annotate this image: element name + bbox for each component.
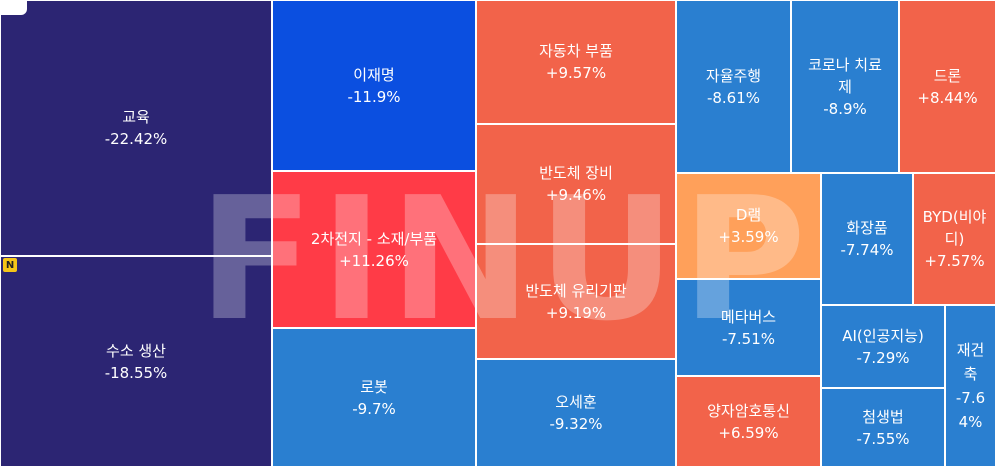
treemap-tile[interactable]: 수소 생산 -18.55%: [0, 256, 272, 467]
treemap-tile[interactable]: 코로나 치료제 -8.9%: [791, 0, 899, 173]
tile-name: 재건축: [956, 341, 985, 383]
treemap-tile[interactable]: 드론 +8.44%: [899, 0, 996, 173]
tile-change: -8.9%: [823, 99, 867, 118]
tile-change: +9.19%: [545, 303, 607, 322]
tile-name: 첨생법: [862, 407, 904, 426]
treemap-tile[interactable]: 메타버스 -7.51%: [676, 279, 821, 376]
tile-name: AI(인공지능): [842, 326, 924, 345]
tile-name: 자동차 부품: [539, 42, 613, 60]
tile-change: +11.26%: [339, 251, 409, 270]
tile-change: -18.55%: [104, 363, 168, 382]
treemap-tile[interactable]: BYD(비야디) +7.57%: [913, 173, 996, 305]
treemap-tile[interactable]: 교육 -22.42%: [0, 0, 272, 256]
tile-name: 코로나 치료제: [808, 55, 882, 96]
tile-name: 오세훈: [555, 393, 597, 411]
tile-change: -9.7%: [352, 399, 396, 418]
treemap-tile[interactable]: 오세훈 -9.32%: [476, 359, 676, 467]
treemap-tile[interactable]: 첨생법 -7.55%: [821, 388, 945, 467]
tile-change: +6.59%: [718, 423, 779, 442]
tile-change: -7.64%: [955, 389, 986, 431]
corner-tab: [0, 0, 27, 15]
treemap-tile[interactable]: 반도체 장비 +9.46%: [476, 124, 676, 244]
treemap-tile[interactable]: 화장품 -7.74%: [821, 173, 913, 305]
tile-name: 반도체 장비: [539, 164, 613, 182]
tile-name: 로봇: [360, 377, 388, 396]
tile-change: -7.55%: [856, 429, 910, 448]
treemap-tile[interactable]: 자동차 부품 +9.57%: [476, 0, 676, 124]
tile-change: -7.29%: [856, 348, 910, 367]
tile-name: 반도체 유리기판: [525, 281, 627, 300]
tile-name: 양자암호통신: [707, 401, 790, 420]
tile-name: 2차전지 - 소재/부품: [310, 229, 438, 248]
treemap-tile[interactable]: 자율주행 -8.61%: [676, 0, 791, 173]
tile-change: -11.9%: [347, 87, 401, 106]
tile-name: 이재명: [353, 65, 395, 84]
tile-change: -22.42%: [104, 130, 168, 148]
tile-change: +9.46%: [545, 186, 607, 204]
treemap-tile[interactable]: 이재명 -11.9%: [272, 0, 476, 171]
treemap-tile[interactable]: 재건축 -7.64%: [945, 305, 996, 467]
tile-name: 자율주행: [705, 66, 762, 85]
tile-change: +3.59%: [718, 228, 779, 246]
tile-name: 교육: [122, 108, 150, 126]
treemap-tile[interactable]: 양자암호통신 +6.59%: [676, 376, 821, 467]
tile-change: -7.51%: [721, 329, 776, 348]
tile-name: 수소 생산: [106, 341, 166, 360]
treemap-tile[interactable]: D램 +3.59%: [676, 173, 821, 279]
treemap-tile[interactable]: 로봇 -9.7%: [272, 328, 476, 467]
tile-name: 화장품: [846, 219, 888, 237]
tile-name: D램: [735, 206, 762, 224]
treemap-tile[interactable]: 반도체 유리기판 +9.19%: [476, 244, 676, 359]
tile-change: -7.74%: [840, 241, 894, 259]
tile-change: +8.44%: [917, 88, 978, 107]
treemap-tile[interactable]: AI(인공지능) -7.29%: [821, 305, 945, 388]
tile-name: 메타버스: [720, 307, 777, 326]
tile-change: +7.57%: [924, 252, 985, 270]
tile-change: -9.32%: [549, 415, 603, 433]
treemap-tile[interactable]: 2차전지 - 소재/부품 +11.26%: [272, 171, 476, 328]
tile-change: -8.61%: [706, 88, 761, 107]
tile-change: +9.57%: [545, 64, 607, 82]
new-badge: N: [3, 258, 17, 272]
tile-name: 드론: [933, 66, 962, 85]
tile-name: BYD(비야디): [922, 208, 987, 248]
